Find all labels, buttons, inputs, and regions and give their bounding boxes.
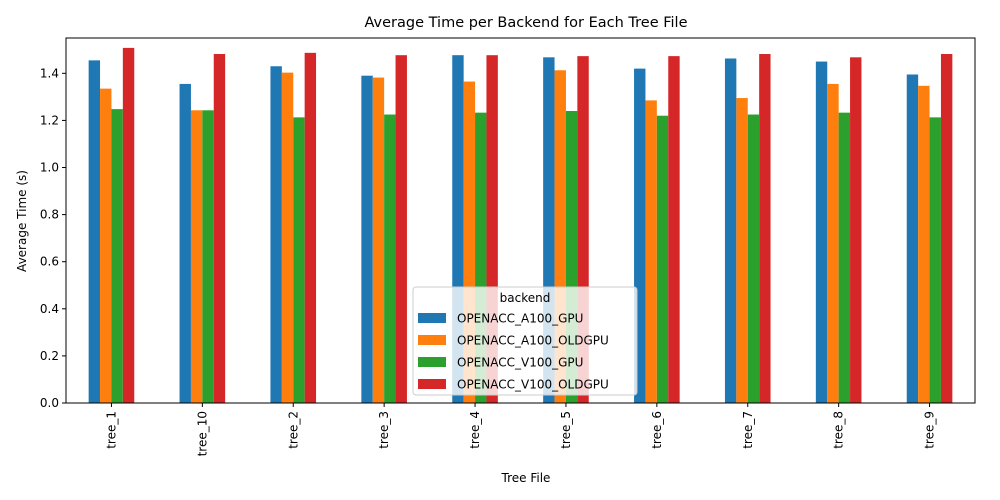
bar-openacc_a100_oldgpu-tree_5 — [554, 70, 566, 403]
bar-openacc_a100_oldgpu-tree_9 — [918, 85, 930, 404]
legend: backend OPENACC_A100_GPU OPENACC_A100_OLD… — [412, 286, 638, 396]
x-tick-label: tree_6 — [650, 411, 664, 449]
bar-openacc_v100_gpu-tree_4 — [475, 112, 487, 404]
plot-frame — [65, 37, 976, 404]
bar-openacc_v100_oldgpu-tree_10 — [213, 54, 226, 403]
bar-openacc_a100_oldgpu-tree_1 — [100, 88, 112, 403]
legend-label: OPENACC_A100_GPU — [457, 312, 583, 326]
bar-openacc_v100_oldgpu-tree_2 — [304, 52, 317, 404]
legend-label: OPENACC_A100_OLDGPU — [457, 334, 609, 348]
bar-openacc_v100_oldgpu-tree_1 — [122, 47, 135, 403]
bar-openacc_v100_gpu-tree_3 — [384, 114, 396, 403]
y-tick-label: 0.6 — [40, 255, 59, 269]
bar-openacc_v100_gpu-tree_5 — [565, 111, 578, 403]
bar-openacc_a100_gpu-tree_6 — [634, 68, 646, 404]
bar-openacc_v100_oldgpu-tree_4 — [486, 55, 498, 403]
y-ticks-group: 0.0 0.2 0.4 0.6 0.8 1.0 1.2 1.4 — [40, 66, 66, 410]
y-axis-title: Average Time (s) — [15, 170, 29, 272]
bar-openacc_v100_oldgpu-tree_6 — [668, 56, 680, 403]
bar-openacc_v100_oldgpu-tree_3 — [395, 55, 407, 403]
bar-openacc_a100_gpu-tree_9 — [906, 74, 919, 403]
bar-openacc_a100_gpu-tree_3 — [361, 75, 373, 404]
y-tick-label: 1.4 — [40, 66, 59, 80]
x-tick-label: tree_7 — [741, 411, 755, 449]
y-tick-label: 0.2 — [40, 349, 59, 363]
legend-label: OPENACC_V100_GPU — [457, 356, 583, 370]
legend-title: backend — [500, 291, 551, 305]
y-tick-label: 0.0 — [40, 396, 59, 410]
legend-label: OPENACC_V100_OLDGPU — [457, 378, 609, 392]
x-ticks-group: tree_1 tree_10 tree_2 tree_3 tree_4 tree_5 tre… — [104, 403, 937, 456]
legend-swatch — [418, 379, 446, 389]
bar-openacc_v100_gpu-tree_10 — [202, 110, 214, 403]
legend-box — [412, 286, 638, 396]
bar-openacc_v100_gpu-tree_2 — [293, 117, 305, 404]
y-tick-label: 0.8 — [40, 208, 59, 222]
bar-openacc_v100_oldgpu-tree_5 — [577, 56, 589, 403]
y-tick-label: 1.2 — [40, 113, 59, 127]
legend-swatch — [418, 357, 446, 367]
bar-openacc_a100_gpu-tree_2 — [270, 66, 282, 403]
x-axis-title: Tree File — [501, 471, 551, 485]
bar-openacc_a100_gpu-tree_5 — [543, 57, 555, 404]
bar-openacc_v100_oldgpu-tree_7 — [759, 54, 771, 403]
bar-openacc_a100_gpu-tree_1 — [88, 60, 101, 404]
bar-openacc_a100_oldgpu-tree_6 — [645, 100, 657, 404]
chart-title: Average Time per Backend for Each Tree F… — [364, 15, 687, 31]
bar-openacc_v100_gpu-tree_7 — [747, 114, 760, 403]
legend-items: OPENACC_A100_GPU OPENACC_A100_OLDGPU OPENA… — [418, 312, 609, 392]
x-tick-label: tree_3 — [377, 411, 391, 449]
y-tick-label: 0.4 — [40, 302, 59, 316]
bars-group — [88, 47, 953, 404]
bar-openacc_a100_gpu-tree_10 — [179, 83, 191, 404]
x-tick-label: tree_1 — [104, 411, 118, 449]
bar-openacc_v100_gpu-tree_1 — [111, 109, 123, 404]
legend-swatch — [418, 313, 446, 323]
x-tick-label: tree_5 — [559, 411, 573, 449]
x-tick-label: tree_8 — [832, 411, 846, 449]
x-tick-label: tree_9 — [923, 411, 937, 449]
x-tick-label: tree_10 — [195, 411, 209, 456]
y-tick-label: 1.0 — [40, 161, 59, 175]
bar-openacc_a100_oldgpu-tree_2 — [281, 72, 294, 404]
legend-swatch — [418, 335, 446, 345]
bar-openacc_v100_gpu-tree_8 — [838, 112, 851, 404]
bar-openacc_a100_oldgpu-tree_8 — [827, 83, 839, 404]
bar-openacc_a100_oldgpu-tree_7 — [736, 98, 748, 404]
bar-openacc_v100_gpu-tree_9 — [929, 117, 941, 404]
bar-openacc_v100_oldgpu-tree_8 — [850, 57, 862, 404]
bar-openacc_a100_oldgpu-tree_10 — [190, 110, 203, 403]
bar-openacc_a100_oldgpu-tree_4 — [463, 81, 476, 403]
bar-openacc_a100_gpu-tree_7 — [724, 58, 737, 404]
x-tick-label: tree_2 — [286, 411, 300, 449]
bar-openacc_v100_oldgpu-tree_9 — [940, 54, 953, 403]
bar-openacc_a100_gpu-tree_4 — [452, 55, 464, 403]
x-tick-label: tree_4 — [468, 411, 482, 449]
bar-openacc_a100_oldgpu-tree_3 — [372, 77, 385, 403]
bar-openacc_a100_gpu-tree_8 — [815, 61, 828, 404]
bar-openacc_v100_gpu-tree_6 — [656, 115, 669, 404]
